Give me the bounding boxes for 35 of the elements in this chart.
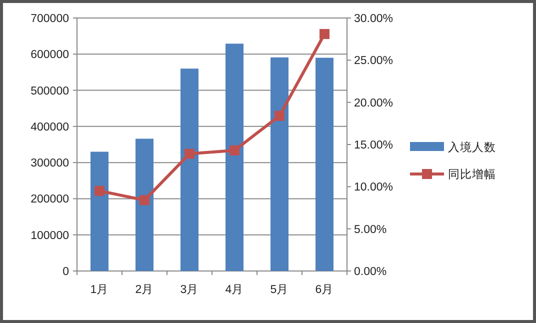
y-tick-label: 700000 — [30, 13, 69, 25]
y2-tick-label: 15.00% — [354, 140, 394, 152]
legend-label: 入境人数 — [448, 140, 496, 154]
bar — [226, 44, 244, 271]
bar — [270, 57, 288, 271]
point — [274, 110, 284, 121]
x-tick-label: 2月 — [135, 283, 154, 296]
x-tick-label: 4月 — [225, 283, 244, 296]
bar — [136, 138, 154, 271]
point — [184, 148, 194, 159]
y-tick-label: 600000 — [30, 49, 69, 62]
bar — [180, 68, 198, 271]
point — [230, 145, 240, 156]
x-tick-label: 3月 — [180, 283, 199, 296]
x-tick-label: 5月 — [270, 283, 289, 296]
legend-label: 同比增幅 — [448, 168, 496, 181]
y2-tick-label: 20.00% — [354, 97, 394, 110]
bar — [316, 58, 334, 271]
y-tick-label: 500000 — [30, 85, 69, 98]
y2-tick-label: 10.00% — [354, 182, 394, 194]
y2-tick-label: 0.00% — [354, 266, 387, 278]
y-tick-label: 300000 — [30, 158, 69, 170]
x-tick-label: 1月 — [90, 283, 109, 296]
point — [94, 186, 104, 196]
y-tick-label: 400000 — [30, 121, 69, 134]
point — [320, 29, 330, 40]
y-tick-label: 100000 — [30, 230, 69, 242]
y2-tick-label: 30.00% — [354, 13, 394, 25]
y-tick-label: 0 — [62, 266, 69, 278]
bar — [90, 152, 108, 271]
x-tick-label: 6月 — [315, 283, 334, 296]
y2-tick-label: 5.00% — [354, 224, 387, 236]
y-tick-label: 200000 — [30, 194, 69, 206]
y2-tick-label: 25.00% — [354, 55, 394, 68]
point — [140, 195, 150, 206]
